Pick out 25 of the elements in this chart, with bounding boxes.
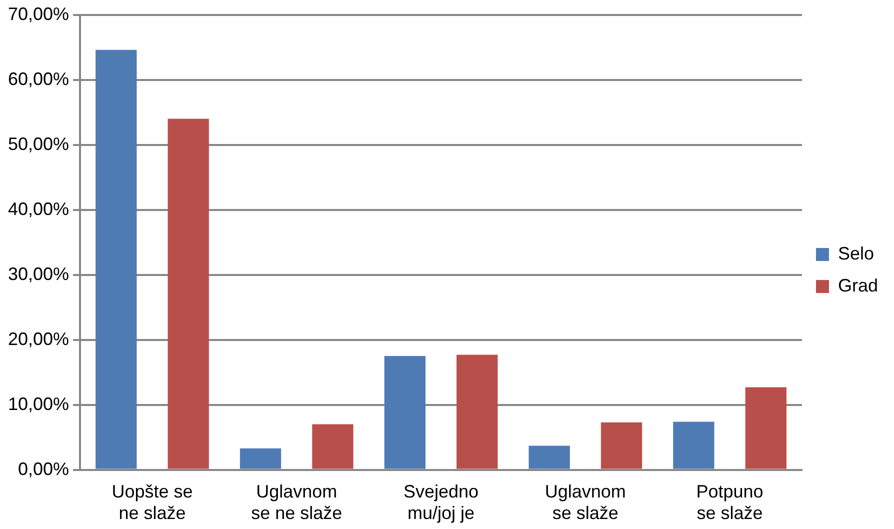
bar: [456, 354, 498, 469]
bar: [96, 50, 137, 469]
y-tick-label: 70,00%: [8, 4, 70, 24]
legend-label: Selo: [838, 243, 874, 264]
bar: [240, 448, 282, 469]
x-tick-label: Uopšte se ne slaže: [112, 482, 193, 524]
legend-label: Grad: [838, 275, 878, 296]
y-tick-label: 30,00%: [8, 264, 70, 284]
bar: [600, 422, 642, 469]
y-tick-label: 50,00%: [8, 134, 70, 154]
y-tick-label: 20,00%: [8, 328, 70, 349]
y-tick-label: 40,00%: [8, 198, 70, 219]
x-tick-label: Uglavnom se ne slaže: [251, 482, 342, 524]
bar: [745, 387, 786, 469]
x-tick-label: Potpuno se slaže: [696, 482, 764, 524]
bar: [673, 422, 714, 469]
bar: [312, 424, 354, 469]
bar: [168, 118, 209, 469]
bar: [384, 356, 426, 469]
y-tick-label: 60,00%: [8, 68, 70, 89]
bar: [528, 446, 570, 469]
y-tick-label: 10,00%: [8, 394, 70, 414]
x-tick-label: Svejedno mu/joj je: [403, 482, 479, 524]
y-tick-label: 0,00%: [18, 458, 70, 479]
x-tick-label: Uglavnom se slaže: [544, 482, 626, 524]
